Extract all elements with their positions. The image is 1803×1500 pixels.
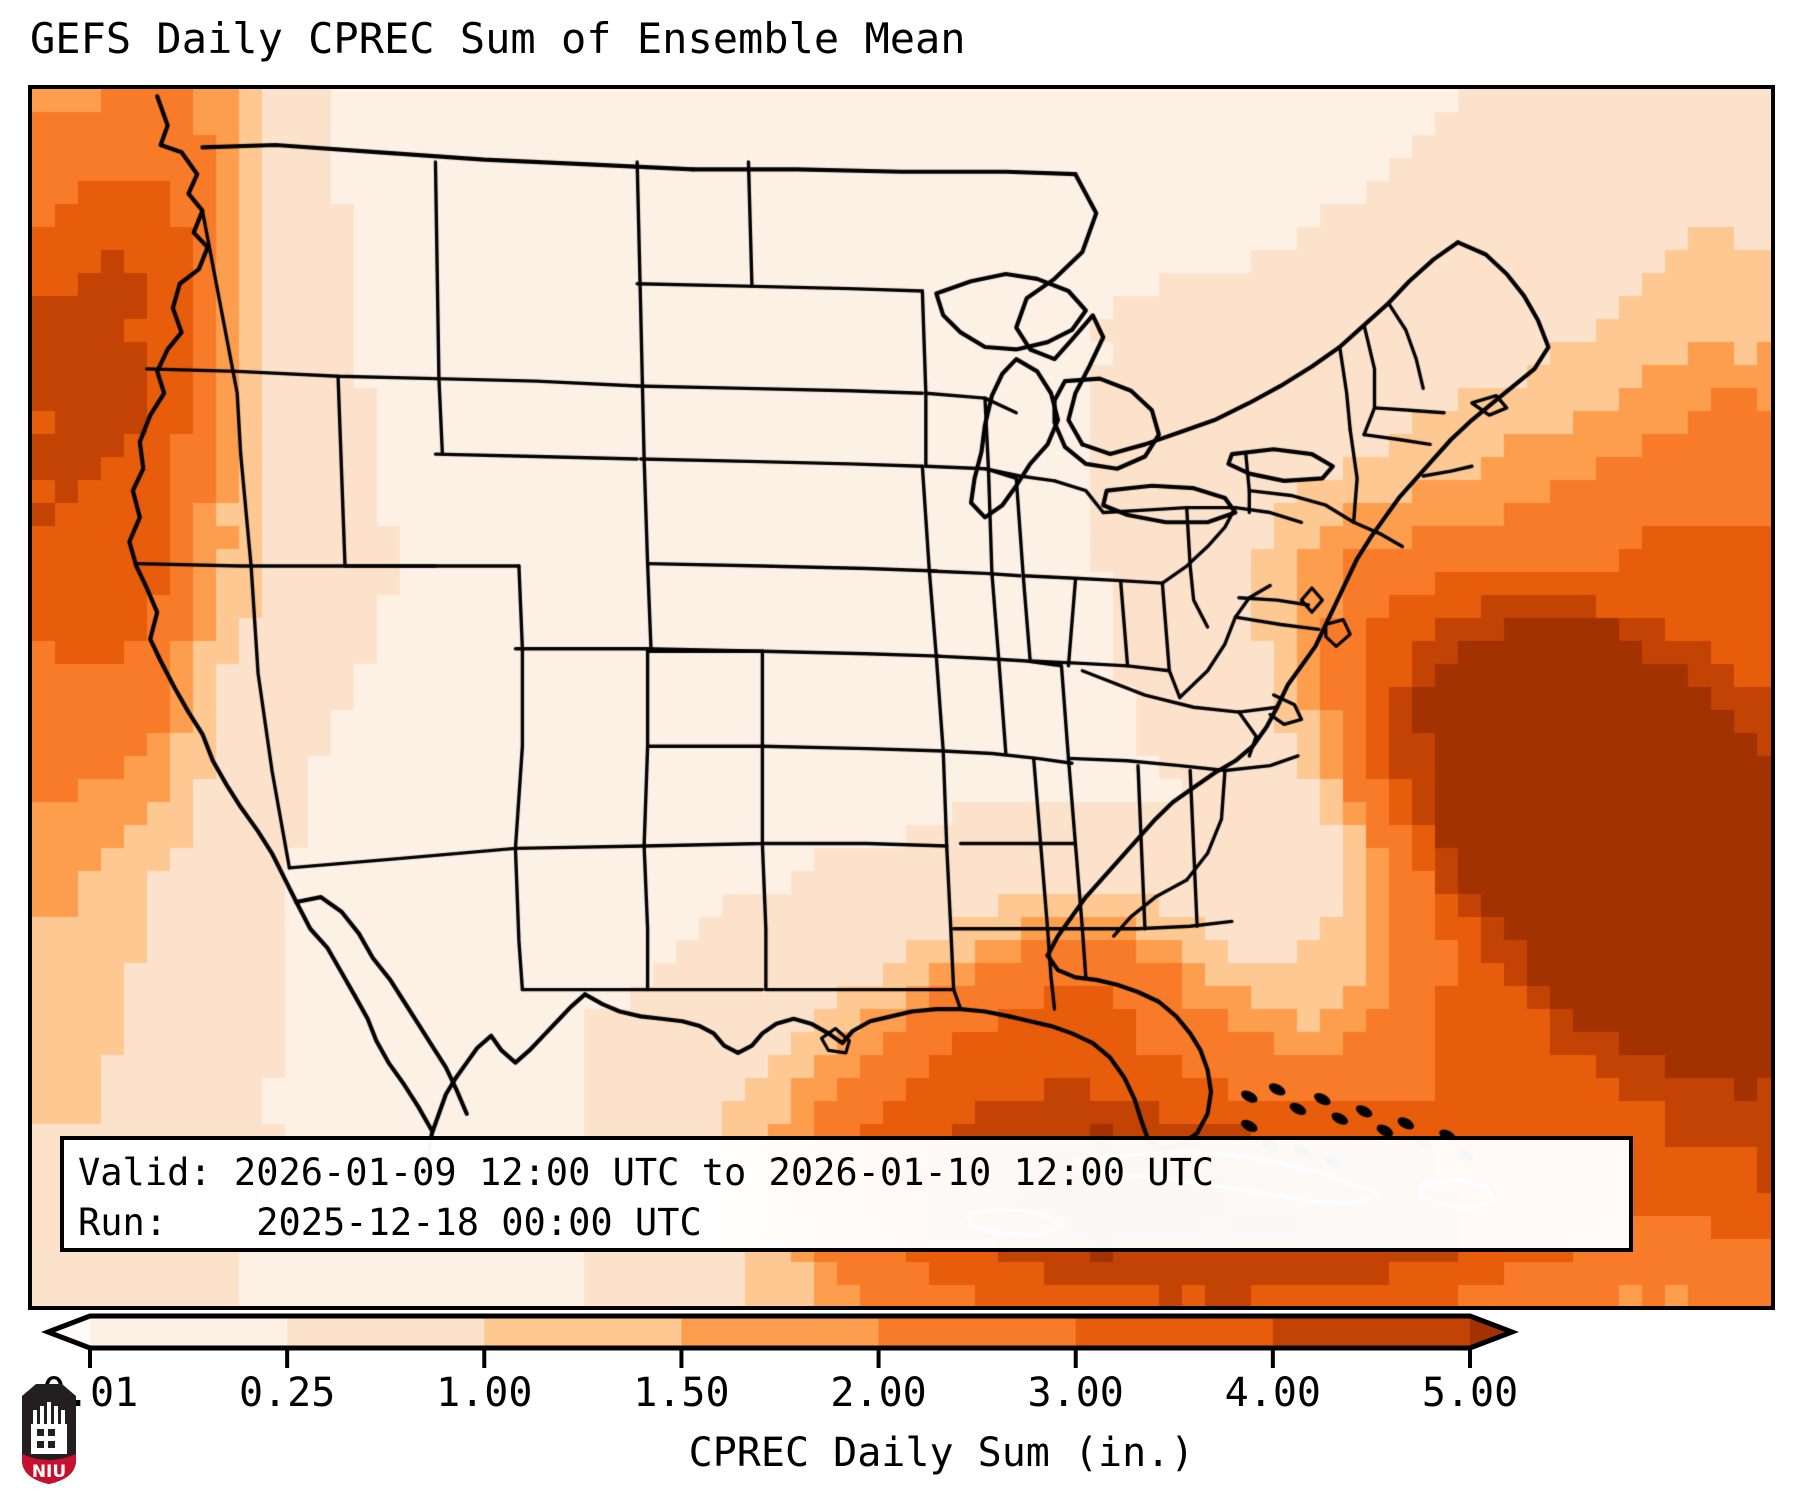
colorbar-axis-label-text: CPREC Daily Sum (in.) xyxy=(688,1430,1195,1476)
colorbar-tick-5: 3.00 xyxy=(1027,1370,1124,1416)
colorbar-tick-2: 1.00 xyxy=(436,1370,533,1416)
colorbar xyxy=(0,1312,1803,1372)
colorbar-axis-label: CPREC Daily Sum (in.) xyxy=(0,1430,1803,1476)
colorbar-swatches xyxy=(40,1313,1520,1368)
niu-logo: NIU xyxy=(22,1384,76,1484)
colorbar-tick-4: 2.00 xyxy=(830,1370,927,1416)
valid-run-info-box: Valid: 2026-01-09 12:00 UTC to 2026-01-1… xyxy=(60,1136,1633,1252)
colorbar-tick-3: 1.50 xyxy=(633,1370,730,1416)
map-panel xyxy=(28,85,1775,1310)
valid-time-line: Valid: 2026-01-09 12:00 UTC to 2026-01-1… xyxy=(78,1151,1215,1194)
niu-logo-text: NIU xyxy=(32,1462,66,1482)
run-time-line: Run: 2025-12-18 00:00 UTC xyxy=(78,1201,702,1244)
map-borders-overlay xyxy=(32,89,1771,1306)
colorbar-tick-1: 0.25 xyxy=(238,1370,336,1416)
page-title: GEFS Daily CPREC Sum of Ensemble Mean xyxy=(30,14,966,63)
colorbar-tick-6: 4.00 xyxy=(1224,1370,1322,1416)
colorbar-tick-labels: 0.01 0.25 1.00 1.50 2.00 3.00 4.00 5.00 xyxy=(0,1370,1803,1416)
colorbar-tick-7: 5.00 xyxy=(1421,1370,1519,1416)
